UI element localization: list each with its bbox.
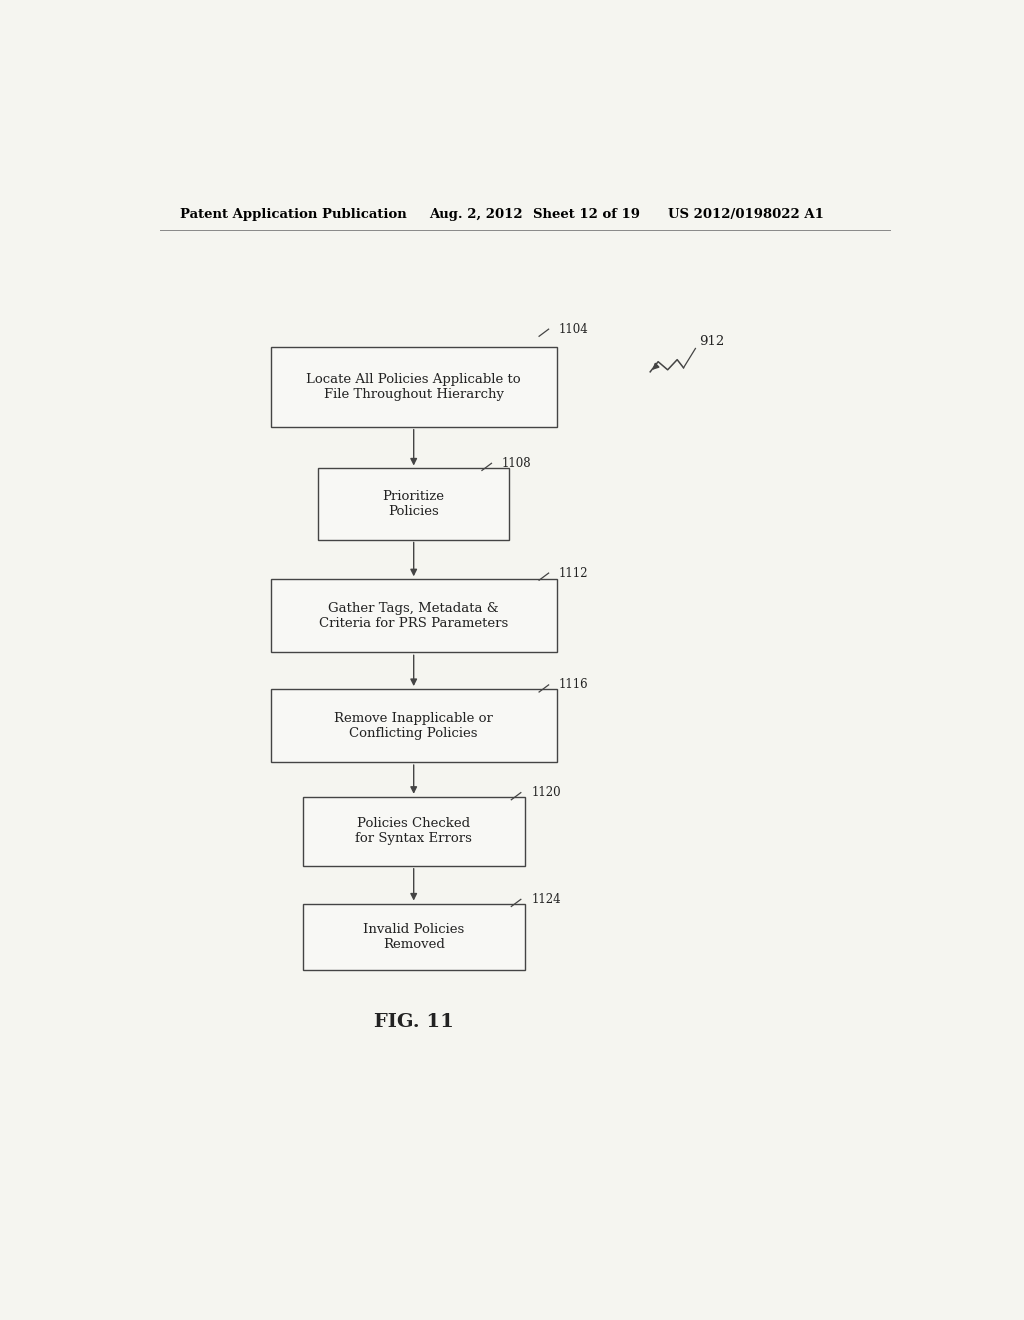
Text: Locate All Policies Applicable to
File Throughout Hierarchy: Locate All Policies Applicable to File T… xyxy=(306,374,521,401)
Text: 1112: 1112 xyxy=(559,566,589,579)
Text: 1120: 1120 xyxy=(531,787,561,799)
Text: Policies Checked
for Syntax Errors: Policies Checked for Syntax Errors xyxy=(355,817,472,845)
Text: 1124: 1124 xyxy=(531,892,561,906)
Text: Invalid Policies
Removed: Invalid Policies Removed xyxy=(364,923,464,950)
Bar xyxy=(303,797,524,866)
Text: 1108: 1108 xyxy=(502,457,531,470)
Text: Remove Inapplicable or
Conflicting Policies: Remove Inapplicable or Conflicting Polic… xyxy=(334,711,494,739)
Bar xyxy=(303,904,524,970)
Text: FIG. 11: FIG. 11 xyxy=(374,1014,454,1031)
Text: 912: 912 xyxy=(699,335,725,348)
Text: 1104: 1104 xyxy=(559,322,589,335)
Bar xyxy=(270,689,557,762)
Bar xyxy=(270,347,557,426)
Text: Sheet 12 of 19: Sheet 12 of 19 xyxy=(532,207,640,220)
Text: 1116: 1116 xyxy=(559,678,589,692)
Text: Aug. 2, 2012: Aug. 2, 2012 xyxy=(430,207,523,220)
Bar xyxy=(318,469,509,540)
Text: Prioritize
Policies: Prioritize Policies xyxy=(383,490,444,517)
Bar xyxy=(270,579,557,652)
Text: Gather Tags, Metadata &
Criteria for PRS Parameters: Gather Tags, Metadata & Criteria for PRS… xyxy=(319,602,508,630)
Text: Patent Application Publication: Patent Application Publication xyxy=(179,207,407,220)
Text: US 2012/0198022 A1: US 2012/0198022 A1 xyxy=(668,207,823,220)
